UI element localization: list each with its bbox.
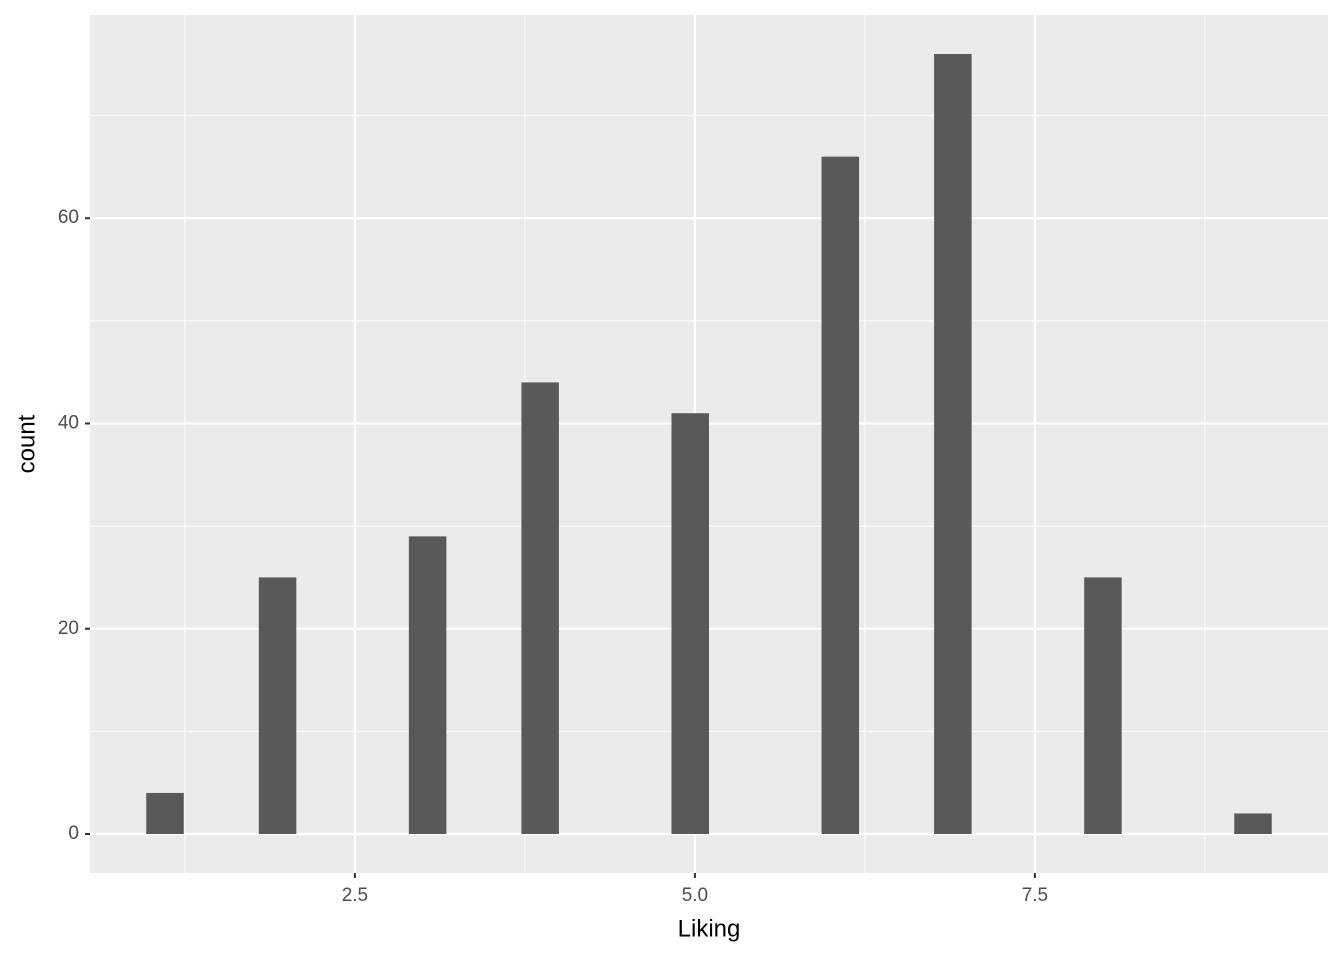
bar (934, 54, 972, 834)
y-tick-label: 40 (58, 412, 79, 433)
x-tick-label: 7.5 (1022, 885, 1048, 906)
bar (821, 156, 860, 834)
y-tick-label: 0 (68, 823, 79, 844)
bar (408, 536, 447, 834)
bar (1234, 813, 1272, 834)
bar (671, 413, 709, 834)
x-tick-label: 5.0 (682, 885, 708, 906)
x-axis-title: Liking (678, 915, 741, 942)
bar (1084, 577, 1122, 834)
y-tick-label: 60 (58, 207, 79, 228)
y-axis-title: count (13, 414, 40, 473)
bar (521, 382, 559, 834)
y-tick-label: 20 (58, 618, 79, 639)
bar (146, 792, 184, 834)
bar (258, 577, 297, 834)
x-tick-label: 2.5 (342, 885, 368, 906)
